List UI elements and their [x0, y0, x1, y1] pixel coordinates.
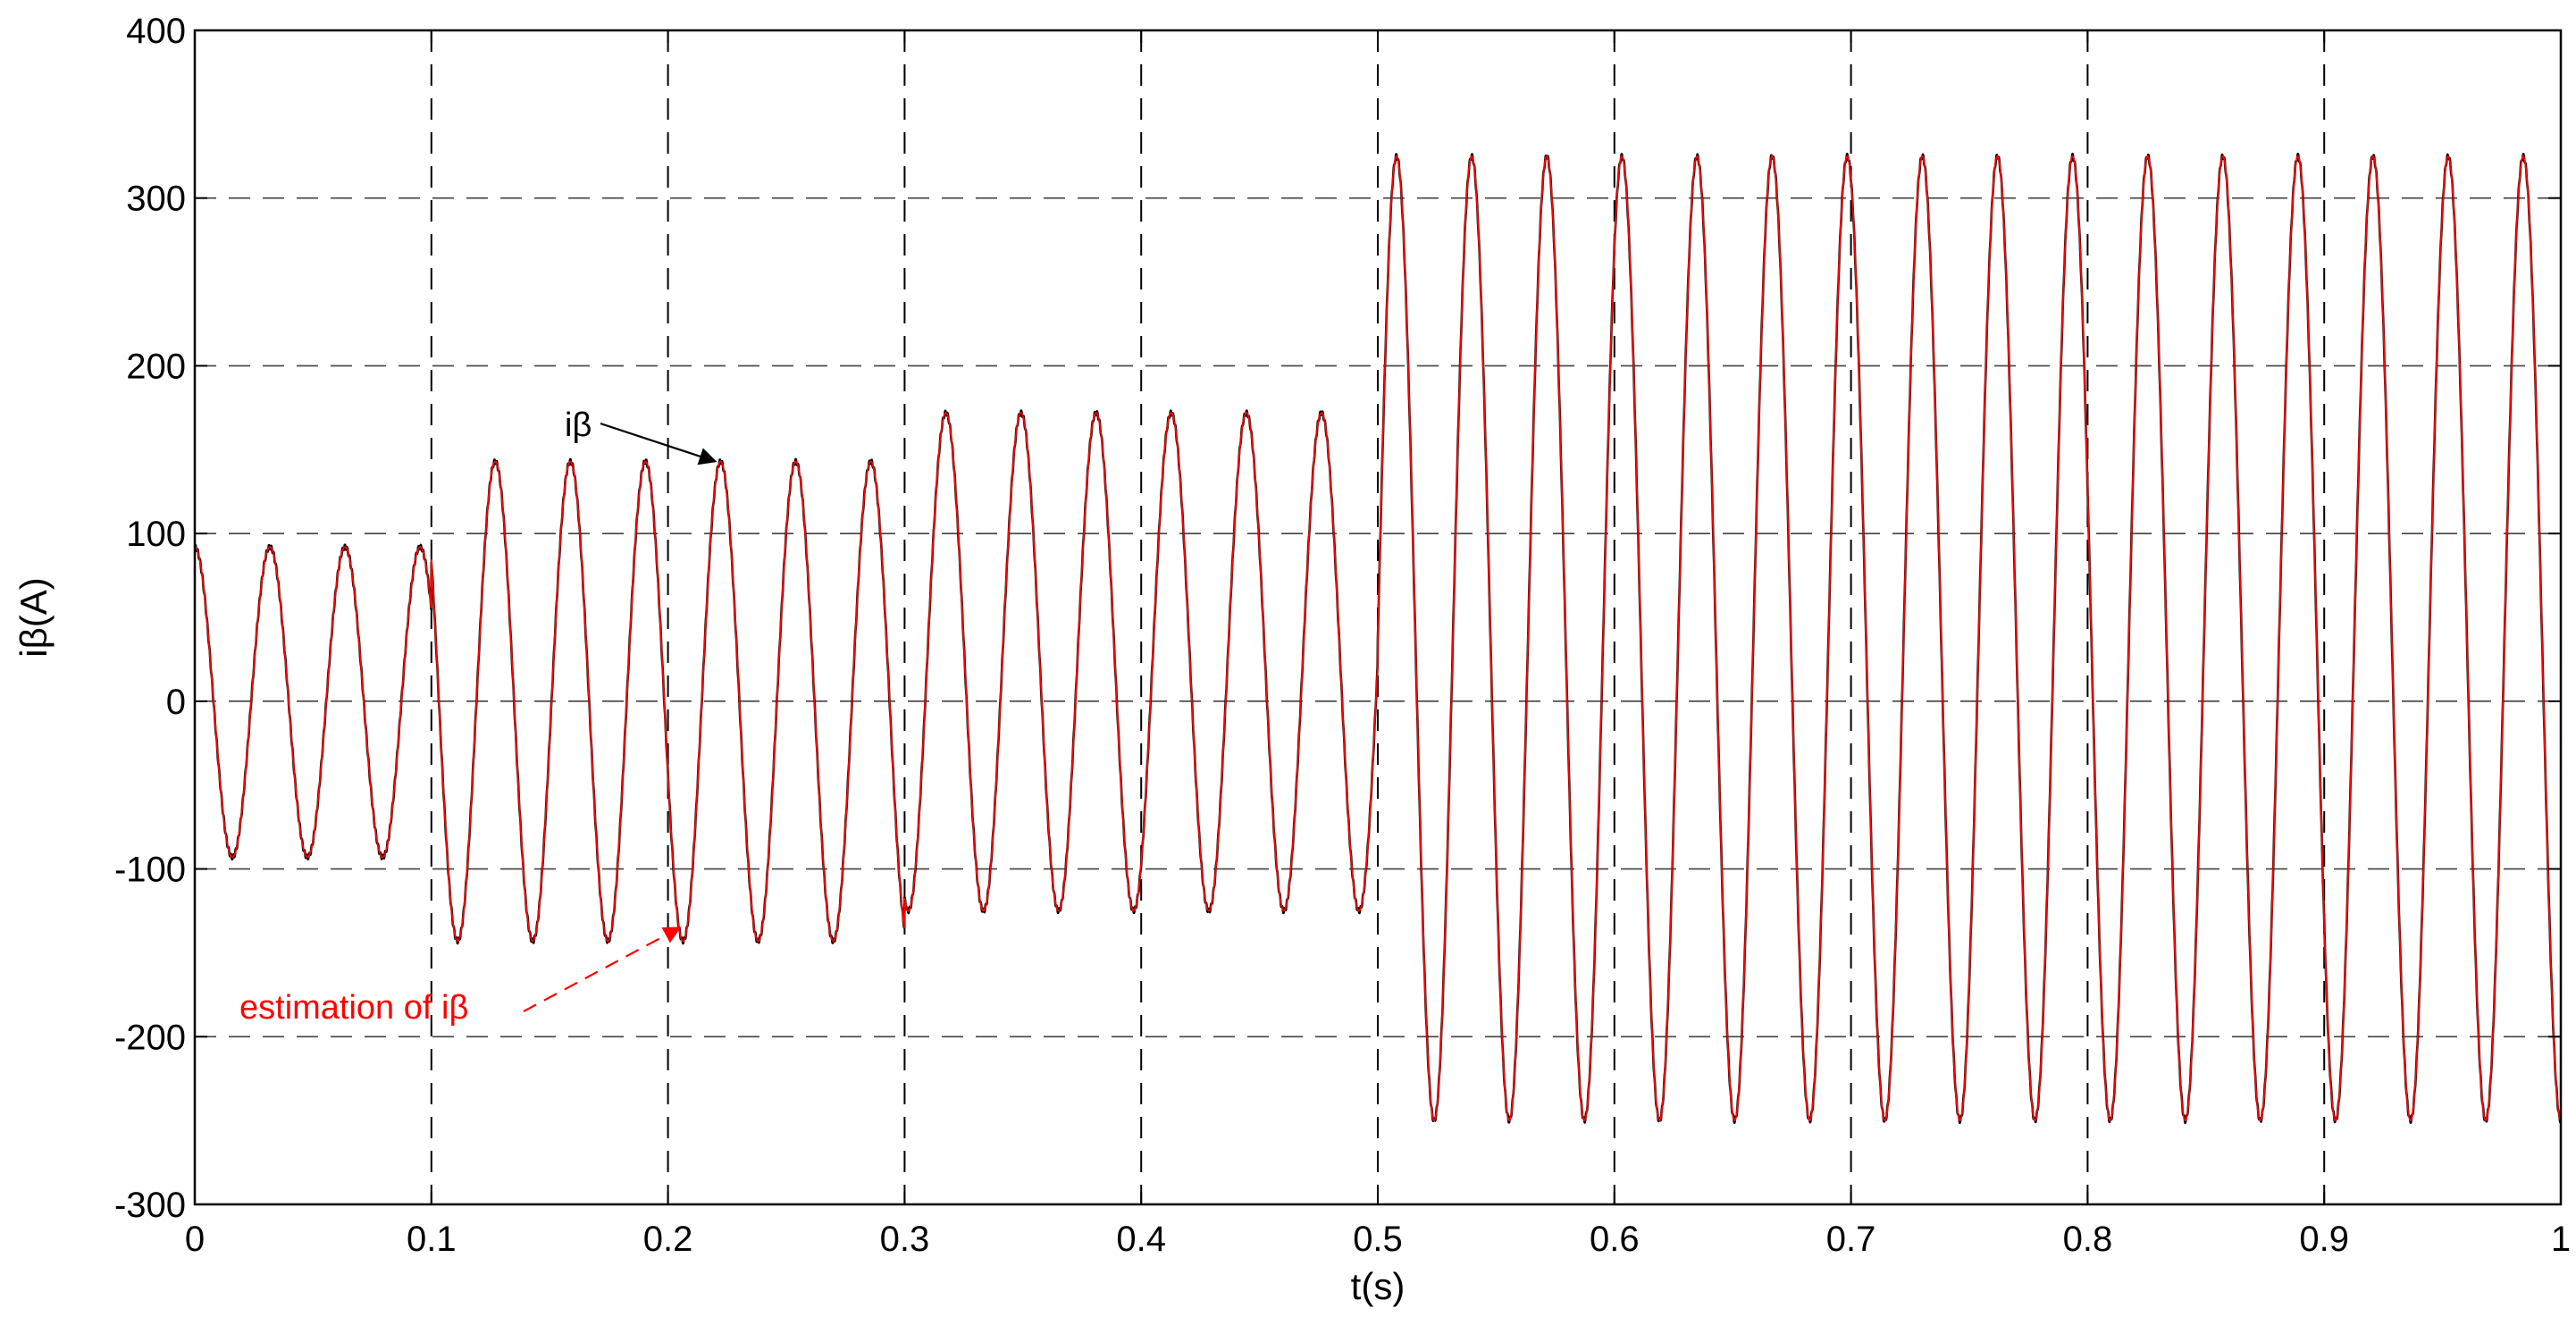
- y-axis-title: iβ(A): [13, 577, 55, 657]
- x-tick-label: 1: [2551, 1220, 2571, 1259]
- annotation-arrow: [600, 422, 717, 465]
- x-tick-label: 0.8: [2063, 1220, 2113, 1259]
- y-tick-label: 300: [126, 180, 186, 219]
- x-tick-label: 0.1: [407, 1220, 457, 1259]
- y-tick-label: -300: [114, 1186, 186, 1225]
- x-axis-title: t(s): [1351, 1265, 1405, 1307]
- x-tick-label: 0.7: [1826, 1220, 1876, 1259]
- x-tick-label: 0: [185, 1220, 205, 1259]
- y-tick-label: 100: [126, 515, 186, 554]
- annotations: iβ estimation of iβ: [239, 407, 717, 1027]
- x-tick-label: 0.2: [643, 1220, 693, 1259]
- x-tick-label: 0.5: [1353, 1220, 1403, 1259]
- x-tick-label: 0.9: [2299, 1220, 2349, 1259]
- x-tick-label: 0.6: [1590, 1220, 1640, 1259]
- axis-ticks: 0 0.1 0.2 0.3 0.4 0.5 0.6 0.7 0.8 0.9 1 -300 -200 -10…: [114, 12, 2571, 1259]
- annotation-label: estimation of iβ: [239, 989, 468, 1027]
- y-tick-label: -100: [114, 851, 186, 890]
- annotation-arrow: [523, 927, 682, 1012]
- annotation-label: iβ: [565, 407, 592, 444]
- x-tick-label: 0.3: [880, 1220, 930, 1259]
- series-line-estimation: [194, 155, 2562, 1122]
- y-tick-label: 400: [126, 12, 186, 51]
- x-tick-label: 0.4: [1116, 1220, 1166, 1259]
- y-tick-label: -200: [114, 1018, 186, 1057]
- y-tick-label: 200: [126, 347, 186, 386]
- y-tick-label: 0: [166, 683, 186, 722]
- series-layer: [193, 152, 2563, 1125]
